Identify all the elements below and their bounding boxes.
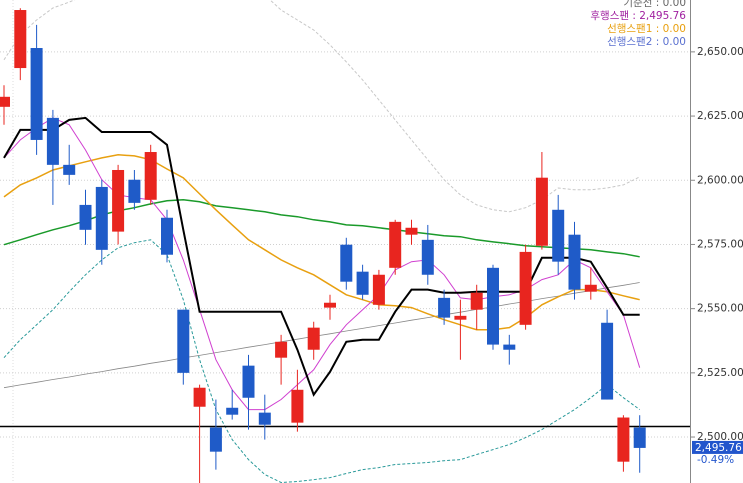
- candle-body: [63, 164, 76, 175]
- candle-body: [454, 315, 467, 320]
- candle-body: [552, 209, 565, 262]
- candle-body: [421, 239, 434, 275]
- candle-body: [128, 179, 141, 203]
- legend-entry: 선행스팬2 : 0.00: [607, 36, 686, 48]
- overlay-line: [3, 0, 640, 213]
- candle-body: [356, 271, 369, 295]
- candle-body: [438, 297, 451, 318]
- candle-body: [601, 322, 614, 400]
- y-tick-label: 2,500.00: [697, 431, 743, 443]
- overlay-line: [3, 282, 640, 389]
- candle-body: [405, 227, 418, 235]
- candle-body: [226, 407, 239, 415]
- candle-body: [209, 427, 222, 452]
- candle-body: [95, 186, 108, 250]
- candle-body: [112, 169, 125, 232]
- candle-body: [46, 117, 59, 165]
- candle-body: [487, 267, 499, 345]
- candle-body: [389, 221, 402, 268]
- y-tick-label: 2,650.00: [697, 46, 743, 58]
- last-price-label: 2,495.76: [695, 442, 742, 454]
- candle-body: [340, 244, 353, 282]
- candle-body: [79, 204, 92, 230]
- candle-body: [14, 10, 27, 69]
- candle-body: [535, 177, 548, 246]
- candle-body: [242, 365, 255, 398]
- candle-body: [372, 274, 385, 305]
- y-tick-label: 2,550.00: [697, 303, 743, 315]
- y-tick-label: 2,625.00: [697, 110, 743, 122]
- candle-body: [193, 387, 206, 407]
- candle-body: [161, 217, 173, 255]
- candle-body: [307, 327, 320, 350]
- candle-body: [503, 344, 516, 350]
- candle-body: [275, 341, 288, 358]
- y-tick-label: 2,600.00: [697, 174, 743, 186]
- overlay-line: [3, 239, 640, 483]
- y-tick-label: 2,525.00: [697, 367, 743, 379]
- overlay-line: [3, 117, 641, 411]
- candle-body: [633, 427, 646, 448]
- legend-entry: 후행스팬 : 2,495.76: [590, 10, 686, 22]
- candle-body: [568, 234, 581, 290]
- candle-body: [258, 412, 271, 425]
- candle-body: [617, 417, 630, 462]
- candle-body: [177, 309, 190, 373]
- change-label: -0.49%: [697, 454, 734, 466]
- y-axis: 2,500.00 2,525.00 2,550.00 2,575.00 2,600.00…: [690, 46, 743, 466]
- candle-body: [0, 96, 10, 107]
- last-price-box: [692, 440, 743, 454]
- overlay-line: [3, 199, 640, 258]
- overlay-line: [3, 116, 640, 397]
- y-tick-label: 2,575.00: [697, 238, 743, 250]
- candle-body: [584, 284, 597, 292]
- candle-body: [324, 302, 336, 308]
- legend-entry: 선행스팬1 : 0.00: [607, 23, 686, 35]
- plot-area: [0, 0, 690, 483]
- candle-body: [144, 152, 157, 200]
- candle-body: [519, 251, 532, 325]
- candle-body: [30, 48, 43, 140]
- overlay-line: [3, 154, 640, 331]
- candle-body: [291, 389, 304, 423]
- legend-entry: 기준선 : 0.00: [623, 0, 686, 9]
- candle-body: [470, 292, 483, 310]
